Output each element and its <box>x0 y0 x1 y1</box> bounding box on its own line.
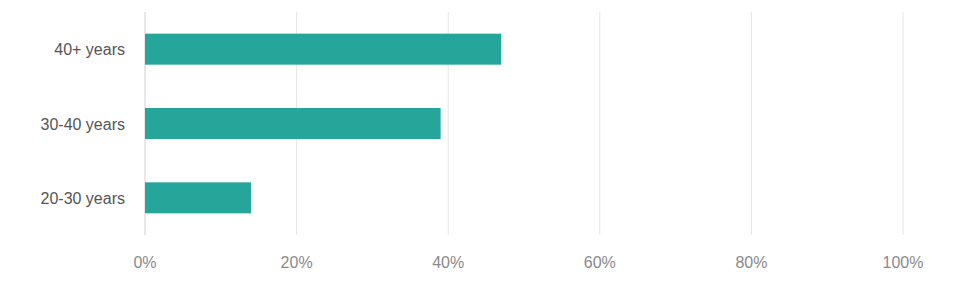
grid-line <box>599 12 600 235</box>
category-label: 40+ years <box>54 41 125 58</box>
tick-label: 60% <box>584 254 616 271</box>
grid <box>145 12 903 235</box>
chart-container: 0% 20% 40% 60% 80% 100% 40+ years 30-40 years 20… <box>0 0 975 292</box>
tick-label: 40% <box>432 254 464 271</box>
bar <box>145 182 251 213</box>
category-labels: 40+ years 30-40 years 20-30 years <box>41 41 126 207</box>
tick-label: 0% <box>133 254 156 271</box>
tick-label: 100% <box>883 254 924 271</box>
category-label: 30-40 years <box>41 116 126 133</box>
chart-svg: 0% 20% 40% 60% 80% 100% 40+ years 30-40 years 20… <box>0 0 975 292</box>
tick-label: 80% <box>735 254 767 271</box>
bars <box>145 34 501 214</box>
bar <box>145 108 441 139</box>
bar <box>145 34 501 65</box>
x-tick-labels: 0% 20% 40% 60% 80% 100% <box>133 254 923 271</box>
grid-line <box>903 12 904 235</box>
category-label: 20-30 years <box>41 190 126 207</box>
grid-line <box>751 12 752 235</box>
tick-label: 20% <box>281 254 313 271</box>
